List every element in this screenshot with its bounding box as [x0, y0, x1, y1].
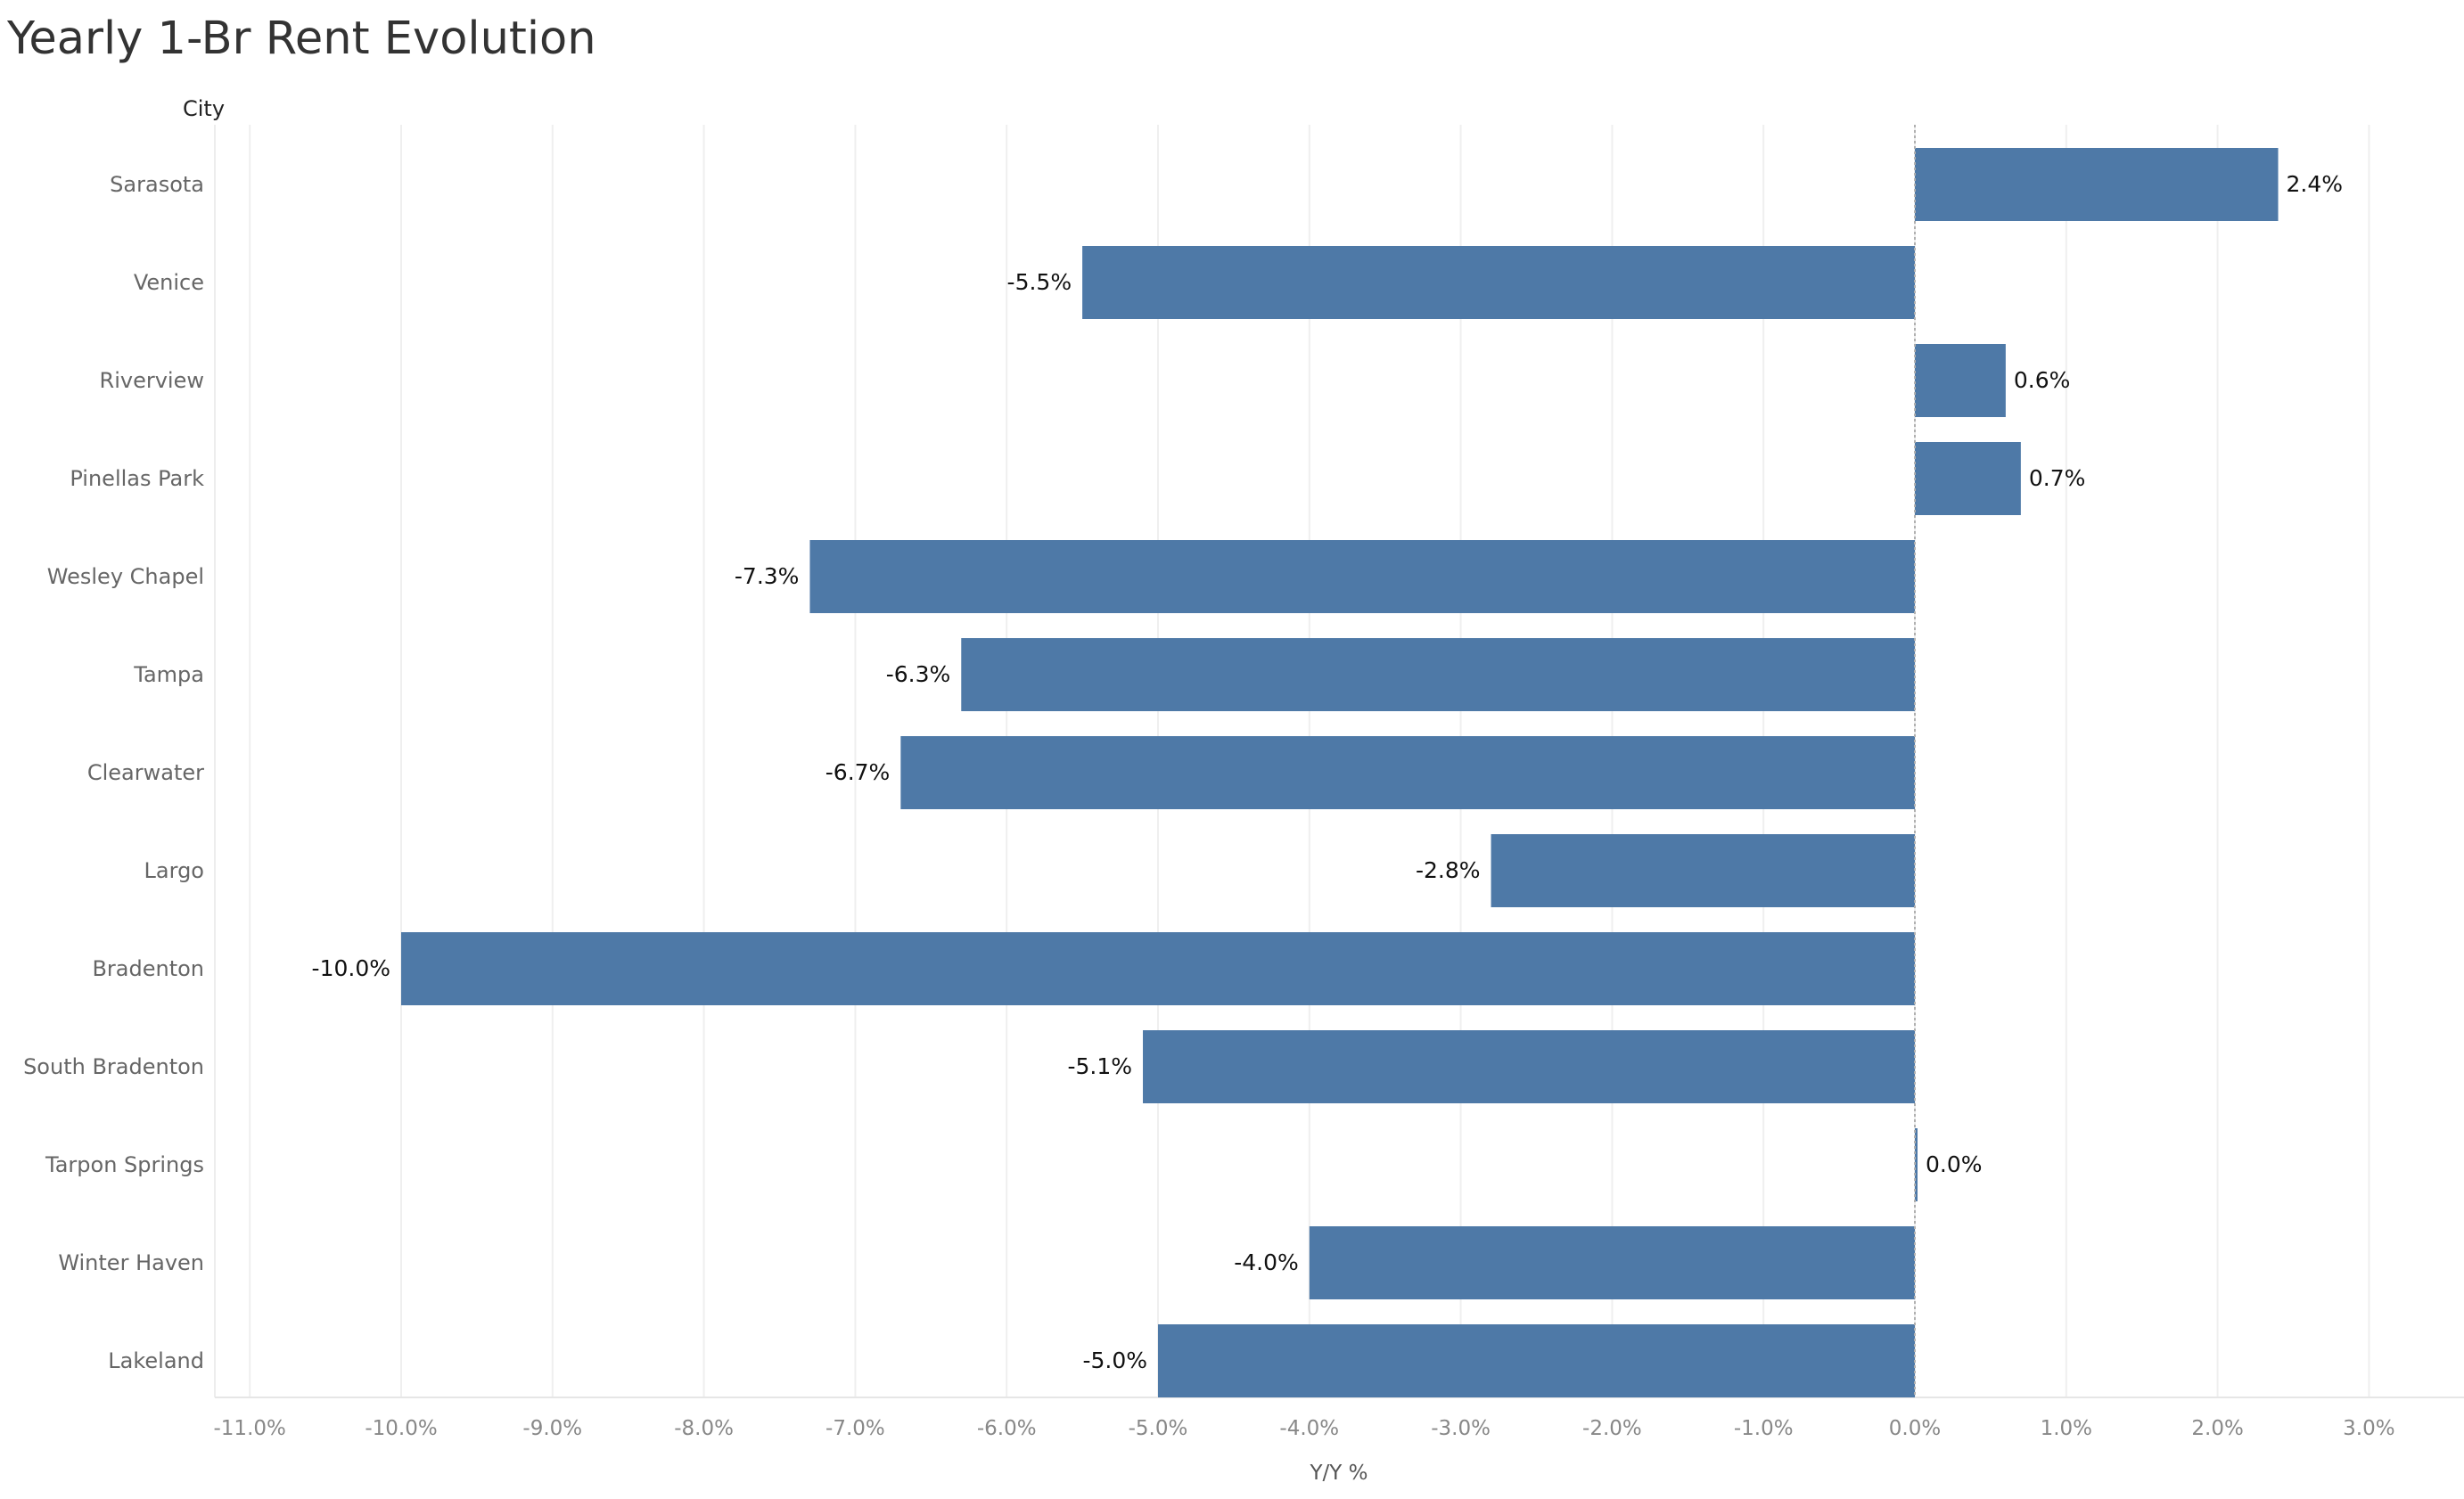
x-tick-label: -11.0%: [214, 1417, 286, 1440]
data-label: -10.0%: [312, 955, 390, 981]
category-label: Largo: [144, 858, 204, 883]
x-tick-label: -6.0%: [977, 1417, 1037, 1440]
x-tick-label: 2.0%: [2191, 1417, 2243, 1440]
x-tick-label: 0.0%: [1889, 1417, 1941, 1440]
category-label: Tampa: [133, 662, 204, 687]
category-label: Bradenton: [92, 956, 204, 981]
chart-title: Yearly 1-Br Rent Evolution: [7, 12, 596, 65]
x-tick-label: -5.0%: [1129, 1417, 1188, 1440]
bar: [1143, 1030, 1915, 1103]
category-label: Riverview: [100, 368, 204, 393]
category-label: Pinellas Park: [70, 466, 204, 491]
x-tick-label: -3.0%: [1431, 1417, 1491, 1440]
bar: [1082, 246, 1915, 319]
x-tick-label: -4.0%: [1279, 1417, 1339, 1440]
category-label: Venice: [134, 270, 204, 295]
data-label: -5.1%: [1067, 1053, 1132, 1079]
data-label: -6.3%: [886, 661, 951, 687]
x-axis-label: Y/Y %: [1309, 1462, 1368, 1485]
bar: [1491, 834, 1915, 907]
category-label: Winter Haven: [58, 1250, 204, 1275]
bar: [900, 736, 1915, 809]
x-tick-label: -7.0%: [825, 1417, 885, 1440]
x-tick-label: 3.0%: [2343, 1417, 2394, 1440]
data-label: -6.7%: [825, 759, 891, 785]
bar: [1915, 344, 2006, 417]
data-label: -2.8%: [1416, 857, 1481, 883]
bar: [809, 540, 1916, 613]
data-label: -7.3%: [735, 563, 800, 589]
category-label: South Bradenton: [23, 1054, 204, 1079]
x-tick-label: 1.0%: [2041, 1417, 2092, 1440]
data-label: 2.4%: [2287, 171, 2344, 197]
bar: [1309, 1226, 1915, 1299]
x-tick-label: -10.0%: [365, 1417, 437, 1440]
category-header: City: [183, 96, 225, 121]
x-tick-label: -2.0%: [1582, 1417, 1642, 1440]
category-label: Wesley Chapel: [47, 564, 204, 589]
category-label: Tarpon Springs: [45, 1152, 204, 1177]
data-label: 0.7%: [2029, 465, 2086, 491]
data-label: -5.0%: [1082, 1347, 1147, 1373]
bar: [1915, 1128, 1918, 1201]
category-label: Clearwater: [87, 760, 204, 785]
data-label: -5.5%: [1007, 269, 1072, 295]
bar: [961, 638, 1915, 711]
x-tick-label: -1.0%: [1734, 1417, 1794, 1440]
x-tick-label: -8.0%: [674, 1417, 734, 1440]
data-label: 0.6%: [2014, 367, 2071, 393]
bar: [1915, 148, 2279, 221]
category-label: Lakeland: [108, 1348, 204, 1373]
bar: [1158, 1324, 1915, 1397]
category-label: Sarasota: [110, 172, 204, 197]
bar: [1915, 442, 2021, 515]
x-tick-label: -9.0%: [522, 1417, 582, 1440]
bar: [401, 932, 1915, 1005]
data-label: 0.0%: [1926, 1151, 1983, 1177]
data-label: -4.0%: [1234, 1249, 1299, 1275]
